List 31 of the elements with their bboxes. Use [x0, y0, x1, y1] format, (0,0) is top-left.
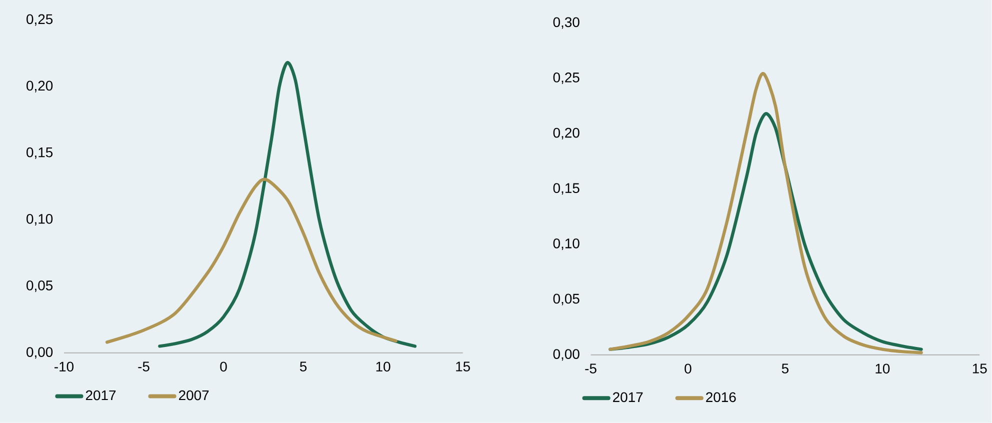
y-tick-label: 0,10	[553, 238, 580, 250]
line-series	[105, 178, 398, 344]
x-tick-label: -5	[585, 364, 596, 374]
y-tick-label: 0,15	[553, 183, 580, 195]
y-tick-label: 0,20	[26, 80, 53, 92]
x-tick-label: 0	[220, 362, 227, 372]
x-tick-label: -5	[138, 362, 150, 372]
x-tick-label: 10	[376, 362, 390, 372]
legend-label: 2017	[613, 392, 643, 402]
y-tick-label: 0,05	[553, 294, 580, 306]
line-series	[158, 61, 417, 348]
x-tick-label: 0	[684, 364, 692, 374]
y-tick-label: 0,25	[553, 72, 580, 84]
y-tick-label: 0,15	[26, 147, 53, 159]
y-tick-label: 0,30	[553, 17, 580, 29]
y-tick-label: 0,25	[26, 14, 53, 26]
y-tick-label: 0,00	[553, 349, 580, 361]
y-tick-label: 0,20	[553, 128, 580, 140]
x-tick-label: 10	[876, 364, 890, 374]
y-tick-label: 0,10	[26, 214, 53, 226]
legend-label: 2016	[706, 392, 736, 402]
legend-label: 2017	[86, 390, 116, 400]
line-series	[608, 72, 923, 354]
x-tick-label: 15	[972, 364, 987, 374]
legend-label: 2007	[179, 390, 209, 400]
x-tick-label: 5	[300, 362, 307, 372]
x-tick-label: 15	[456, 362, 470, 372]
x-tick-label: -10	[54, 362, 74, 372]
y-tick-label: 0,00	[26, 347, 53, 359]
y-tick-label: 0,05	[26, 280, 53, 292]
x-tick-label: 5	[782, 364, 788, 374]
